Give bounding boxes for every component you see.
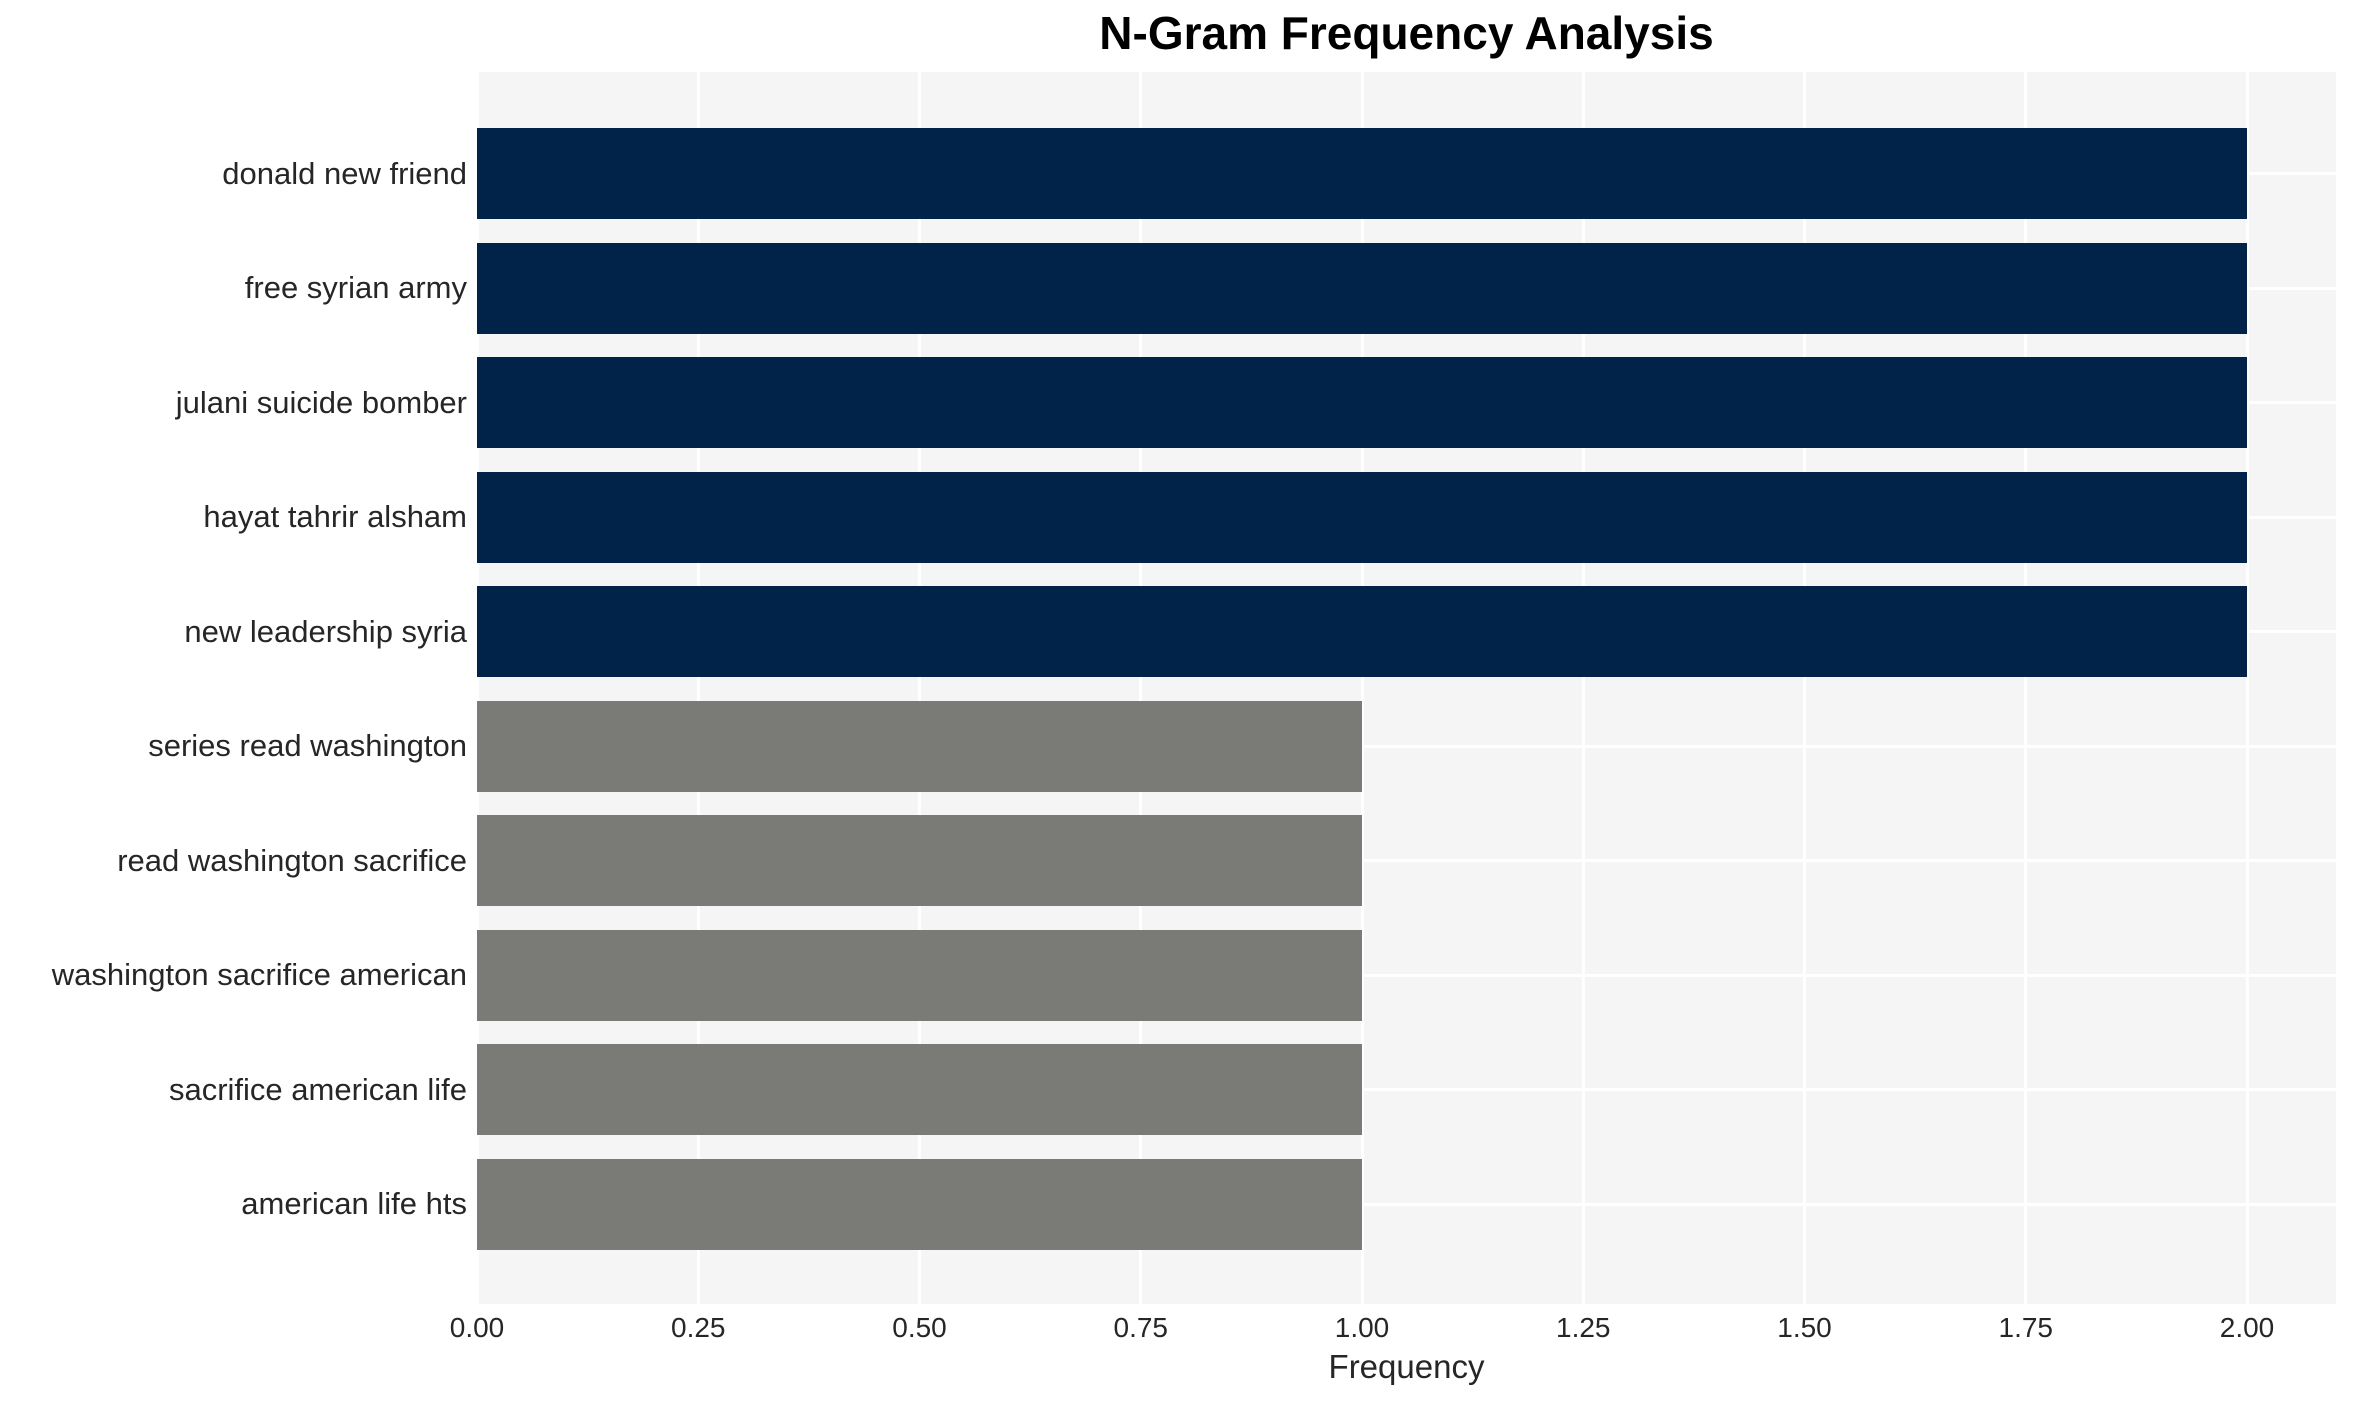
y-tick-label: hayat tahrir alsham <box>203 499 467 534</box>
bar-donald-new-friend <box>477 128 2247 219</box>
gridline-horizontal <box>477 1202 2336 1206</box>
gridline-vertical <box>1139 72 1143 1304</box>
gridline-horizontal <box>477 973 2336 977</box>
bar-american-life-hts <box>477 1158 1362 1250</box>
x-axis-title: Frequency <box>1328 1348 1485 1385</box>
y-tick-label: free syrian army <box>244 270 467 305</box>
y-axis-labels: donald new friend free syrian army julani … <box>0 72 467 1304</box>
x-axis-tick-labels: 0.00 0.25 0.50 0.75 1.00 1.25 1.50 1.75 2.00 <box>0 1312 2356 1346</box>
y-tick-label: series read washington <box>148 728 467 763</box>
plot-area <box>477 72 2336 1304</box>
gridline-horizontal <box>477 859 2336 862</box>
y-tick-label: julani suicide bomber <box>175 384 467 420</box>
y-tick-label: read washington sacrifice <box>117 842 467 878</box>
gridline-vertical <box>477 72 479 1304</box>
x-tick-label: 1.00 <box>1334 1312 1390 1343</box>
gridline-vertical <box>2024 72 2028 1304</box>
x-tick-label: 0.25 <box>671 1312 726 1343</box>
x-tick-label: 1.50 <box>1777 1312 1832 1343</box>
bar-free-syrian-army <box>477 242 2247 334</box>
bar-series-read-washington <box>477 700 1362 792</box>
gridline-vertical <box>1581 72 1585 1304</box>
bar-hayat-tahrir-alsham <box>477 471 2247 563</box>
chart-title: N-Gram Frequency Analysis <box>1099 7 1714 59</box>
bar-sacrifice-american-life <box>477 1044 1362 1135</box>
gridline-horizontal <box>477 1088 2336 1091</box>
x-tick-label: 0.50 <box>892 1312 947 1343</box>
gridline-horizontal <box>477 744 2336 748</box>
x-tick-label: 0.00 <box>449 1312 505 1343</box>
y-tick-label: new leadership syria <box>184 613 467 649</box>
y-tick-label: donald new friend <box>222 155 467 191</box>
gridline-vertical <box>1803 72 1806 1304</box>
bar-read-washington-sacrifice <box>477 815 1362 906</box>
bar-julani-suicide-bomber <box>477 357 2247 448</box>
gridline-vertical <box>918 72 921 1304</box>
bar-washington-sacrifice-american <box>477 929 1362 1021</box>
x-tick-label: 2.00 <box>2219 1312 2275 1343</box>
y-tick-label: sacrifice american life <box>168 1071 467 1107</box>
y-tick-label: american life hts <box>241 1186 467 1221</box>
x-tick-label: 0.75 <box>1113 1312 1169 1343</box>
x-tick-label: 1.25 <box>1556 1312 1611 1343</box>
bar-new-leadership-syria <box>477 586 2247 677</box>
x-tick-label: 1.75 <box>1998 1312 2054 1343</box>
gridline-vertical <box>2245 72 2249 1304</box>
gridline-vertical <box>1360 72 1364 1304</box>
y-tick-label: washington sacrifice american <box>51 957 467 992</box>
gridline-vertical <box>696 72 700 1304</box>
